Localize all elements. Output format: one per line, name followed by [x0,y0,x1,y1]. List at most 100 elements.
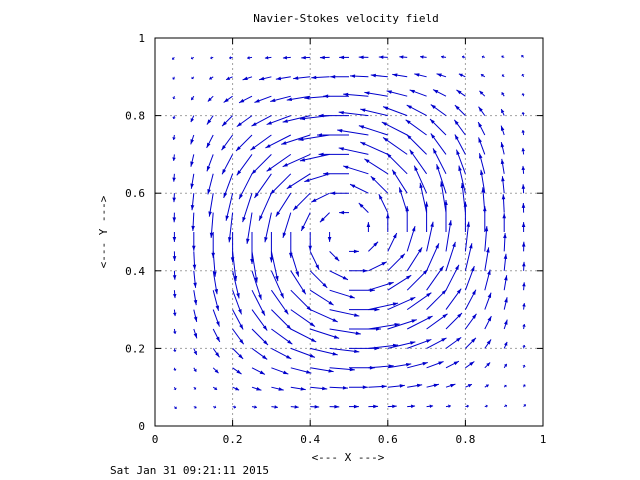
vector-arrow [386,152,408,175]
vector-arrow [368,302,399,311]
vector-arrow [282,212,292,239]
vector-arrow [484,404,488,408]
vector-arrow [254,95,272,103]
vector-arrow [236,115,253,128]
vector-arrow [290,347,316,358]
vector-arrow [387,362,412,369]
vector-arrow [329,367,355,372]
vector-arrow [193,270,197,288]
vector-arrow [309,270,328,289]
vector-arrow [407,404,416,409]
vector-arrow [311,192,330,203]
vector-arrow [207,173,214,195]
vector-arrow [172,309,177,317]
vector-arrow [330,191,349,195]
vector-arrow [387,384,405,388]
vector-arrow [522,384,526,388]
vector-arrow [327,232,332,242]
vector-arrow [190,115,195,123]
vector-arrow [329,289,356,299]
vector-arrow [329,386,348,390]
vector-arrow [323,172,349,176]
vector-arrow [349,183,369,194]
vector-arrow [455,149,466,174]
vector-arrow [426,243,440,272]
vector-arrow [282,55,291,60]
vector-arrow [349,249,359,254]
vector-arrow [212,290,220,311]
vector-arrow [387,319,417,330]
vector-arrow [426,383,440,388]
vector-arrow [501,194,506,213]
vector-arrows [171,54,527,410]
vector-arrow [349,346,380,351]
vector-arrow [290,270,307,295]
vector-arrow [420,55,427,59]
vector-arrow [432,148,447,175]
vector-arrow [329,251,340,262]
vector-arrow [191,212,195,231]
vector-arrow [366,222,371,232]
vector-arrow [251,289,266,316]
vector-arrow [317,133,349,137]
x-tick-label: 0.8 [455,433,475,446]
vector-arrow [337,129,369,136]
vector-arrow [522,282,526,291]
axis-ticks: 0 0.2 0.4 0.6 0.8 1 0 0.2 0.4 0.6 0.8 1 [125,32,546,446]
vector-arrow [172,173,176,182]
vector-arrow [522,364,526,368]
vector-arrow [406,315,433,330]
vector-arrow [406,269,429,291]
vector-arrow [172,251,177,262]
vector-arrow [212,386,218,391]
vector-arrow [465,383,473,388]
vector-arrow [503,275,508,291]
vector-arrow [398,187,408,213]
vector-arrow [173,328,177,335]
vector-arrow [378,194,389,213]
vector-arrow [290,309,316,327]
x-tick-label: 1 [540,433,547,446]
vector-arrow [339,55,349,60]
vector-arrow [406,104,427,117]
vector-arrow [251,154,272,175]
vector-arrow [454,134,466,155]
vector-arrow [406,225,416,252]
vector-arrow [479,90,486,97]
vector-arrow [232,386,240,391]
vector-arrow [251,328,269,346]
vector-arrow [464,221,471,252]
y-tick-label: 0.8 [125,110,145,123]
vector-arrow [368,241,379,252]
vector-arrow [271,405,278,409]
vector-arrow [521,202,526,213]
vector-arrow [309,309,338,323]
vector-arrow [338,110,369,117]
vector-arrow [501,74,505,78]
vector-arrow [310,405,320,409]
vector-arrow [301,55,311,60]
vector-arrow [521,222,526,232]
vector-arrow [264,55,272,60]
vector-arrow [290,367,312,374]
vector-arrow [430,133,447,155]
vector-arrow [172,76,176,80]
vector-arrow [319,55,330,60]
vector-arrow [251,270,262,300]
vector-arrow [192,251,197,270]
vector-arrow [193,328,198,339]
vector-arrow [479,169,486,194]
vector-arrow [480,73,486,78]
vector-arrow [484,247,490,271]
vector-arrow [206,154,214,172]
vector-arrow [172,115,176,120]
vector-arrow [191,76,195,80]
vector-arrow [212,367,219,374]
vector-arrow [251,115,272,127]
vector-arrow [387,296,416,311]
vector-arrow [329,328,361,335]
vector-arrow [236,154,253,176]
vector-arrow [500,158,505,174]
vector-arrow [309,251,320,270]
vector-arrow [368,281,394,291]
